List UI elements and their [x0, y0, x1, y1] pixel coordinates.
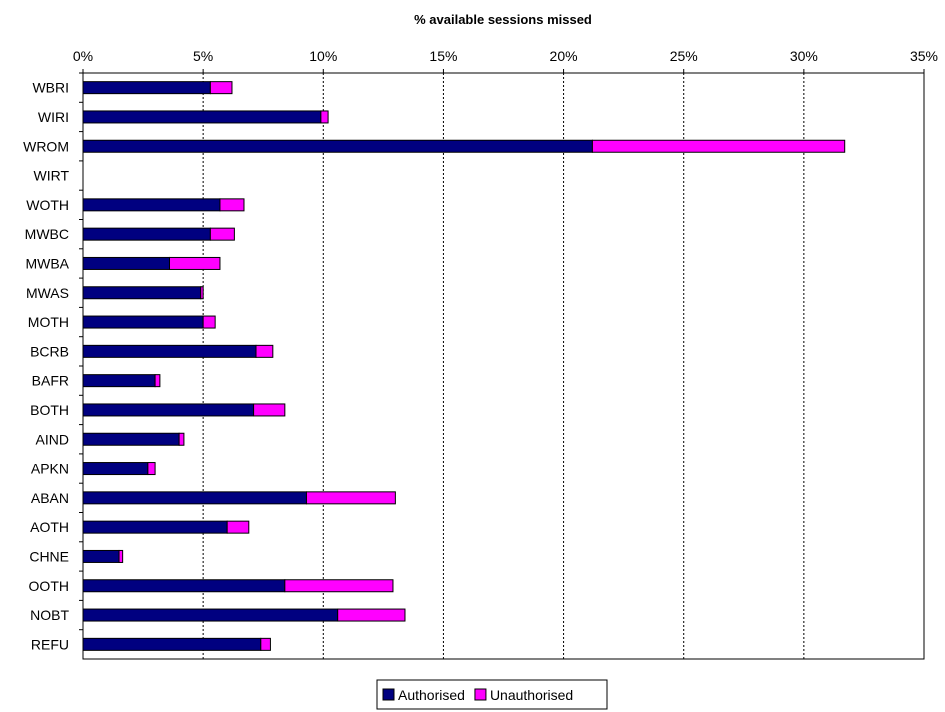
bar-authorised: [82, 432, 180, 446]
bar-authorised: [82, 315, 204, 329]
category-label: REFU: [31, 636, 69, 652]
bar-unauthorised: [284, 579, 394, 593]
category-label: WROM: [23, 138, 69, 154]
bar-unauthorised: [337, 608, 406, 622]
bar-authorised: [82, 81, 211, 95]
category-label: MWAS: [26, 285, 69, 301]
category-label: MOTH: [28, 314, 69, 330]
bar-authorised: [82, 491, 307, 505]
legend-box: [376, 679, 608, 710]
bar-unauthorised: [147, 462, 156, 476]
category-label: BOTH: [30, 402, 69, 418]
bar-authorised: [82, 227, 211, 241]
bar-unauthorised: [202, 315, 216, 329]
x-tick-label: 15%: [429, 48, 457, 64]
x-tick-label: 0%: [73, 48, 93, 64]
bar-authorised: [82, 462, 149, 476]
bar-unauthorised: [209, 81, 233, 95]
category-label: ABAN: [31, 490, 69, 506]
legend-swatch: [382, 688, 395, 701]
bar-unauthorised: [255, 344, 274, 358]
bar-unauthorised: [305, 491, 396, 505]
x-tick-label: 25%: [670, 48, 698, 64]
bar-unauthorised: [591, 139, 846, 153]
category-label: AIND: [36, 431, 69, 447]
bar-authorised: [82, 110, 322, 124]
category-label: WBRI: [32, 80, 69, 96]
bar-authorised: [82, 286, 202, 300]
category-label: MWBC: [25, 226, 69, 242]
bar-unauthorised: [253, 403, 286, 417]
bar-unauthorised: [154, 374, 161, 388]
bar-unauthorised: [178, 432, 185, 446]
bar-authorised: [82, 579, 286, 593]
bar-authorised: [82, 608, 339, 622]
bar-authorised: [82, 256, 171, 270]
category-label: NOBT: [30, 607, 69, 623]
bar-unauthorised: [226, 520, 250, 534]
bar-authorised: [82, 403, 255, 417]
x-tick-label: 35%: [910, 48, 938, 64]
chart-title: % available sessions missed: [414, 12, 592, 27]
bar-authorised: [82, 637, 262, 651]
bar-authorised: [82, 344, 257, 358]
x-tick-label: 30%: [790, 48, 818, 64]
category-label: MWBA: [25, 255, 69, 271]
bar-authorised: [82, 520, 228, 534]
x-tick-label: 10%: [309, 48, 337, 64]
category-label: BAFR: [32, 373, 69, 389]
x-tick-label: 5%: [193, 48, 213, 64]
legend-label: Authorised: [398, 687, 465, 703]
category-label: WIRI: [38, 109, 69, 125]
category-label: WIRT: [33, 168, 69, 184]
category-label: OOTH: [29, 578, 69, 594]
bar-unauthorised: [118, 549, 124, 563]
bar-unauthorised: [219, 198, 245, 212]
x-tick-label: 20%: [550, 48, 578, 64]
plot-area: [82, 72, 925, 660]
category-label: BCRB: [30, 343, 69, 359]
legend-label: Unauthorised: [490, 687, 573, 703]
bar-unauthorised: [169, 256, 221, 270]
bar-unauthorised: [260, 637, 271, 651]
bar-unauthorised: [320, 110, 329, 124]
category-label: AOTH: [30, 519, 69, 535]
category-label: CHNE: [29, 548, 69, 564]
bar-authorised: [82, 139, 593, 153]
bar-unauthorised: [200, 286, 204, 300]
category-label: WOTH: [26, 197, 69, 213]
bar-authorised: [82, 374, 156, 388]
bar-unauthorised: [209, 227, 235, 241]
bar-authorised: [82, 549, 120, 563]
category-label: APKN: [31, 461, 69, 477]
bar-authorised: [82, 198, 221, 212]
legend-swatch: [474, 688, 487, 701]
